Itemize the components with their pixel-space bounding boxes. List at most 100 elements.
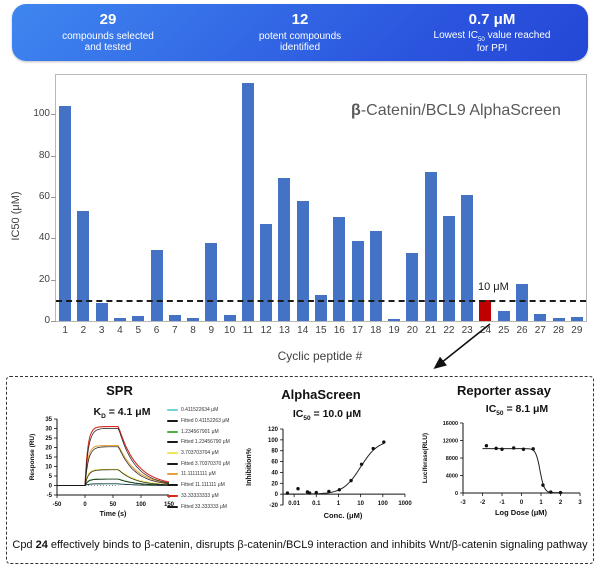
y-axis-label: IC50 (μM) [10, 191, 22, 241]
x-tick-label: 8 [190, 325, 196, 336]
legend-label: Fitted 3.70370370 μM [181, 460, 230, 467]
svg-text:20: 20 [271, 481, 278, 487]
y-tick-mark [51, 114, 56, 116]
legend-entry: 11.11111111 μM [167, 469, 239, 480]
spr-legend: 0.411522634 μM Fitted 0.41152263 μM 1.2345… [167, 405, 239, 512]
bar-10 [223, 314, 236, 321]
stat-compounds-tested: 29 compounds selected and tested [12, 11, 204, 53]
legend-label: 11.11111111 μM [181, 471, 216, 478]
y-tick-mark [51, 155, 56, 157]
svg-text:25: 25 [45, 436, 52, 442]
stats-banner: 29 compounds selected and tested 12 pote… [12, 4, 588, 61]
bar-25 [497, 310, 510, 321]
bar-24 [479, 300, 492, 321]
x-tick-label: 25 [498, 325, 510, 336]
svg-text:-20: -20 [269, 503, 278, 509]
detail-box: SPR KD = 4.1 μM -5 0 5 10 15 20 25 30 35 -50 0 50 10… [6, 376, 594, 564]
x-tick-label: 20 [406, 325, 418, 336]
legend-label: Fitted 11.111111 μM [181, 482, 225, 489]
arrow-down-left-icon [433, 323, 491, 369]
bar-11 [241, 83, 254, 321]
x-tick-label: 18 [370, 325, 382, 336]
x-tick-label: 27 [534, 325, 546, 336]
legend-entry: 3.703703704 μM [167, 448, 239, 459]
bar-9 [205, 243, 218, 321]
y-tick-label: 100 [33, 108, 50, 120]
threshold-line [56, 300, 586, 303]
bar-1 [59, 106, 72, 321]
x-tick-label: 13 [278, 325, 290, 336]
legend-swatch [167, 462, 178, 465]
x-tick-label: 7 [171, 325, 178, 336]
stat-label: Lowest IC50 value reached for PPI [433, 29, 551, 54]
svg-text:-50: -50 [53, 502, 62, 508]
bar-22 [442, 215, 455, 321]
svg-text:4000: 4000 [446, 474, 458, 480]
svg-text:Luciferase(RLU): Luciferase(RLU) [422, 433, 429, 483]
svg-text:20: 20 [45, 446, 52, 452]
bar-13 [278, 178, 291, 321]
bar-26 [516, 283, 529, 321]
bar-16 [333, 216, 346, 321]
x-tick-label: 24 [479, 325, 492, 336]
bar-23 [461, 194, 474, 321]
legend-entry: 33.33333333 μM [167, 491, 239, 502]
x-tick-label: 17 [351, 325, 364, 336]
legend-label: Fitted 33.333333 μM [181, 503, 227, 510]
bar-18 [369, 231, 382, 321]
x-tick-label: 3 [98, 325, 105, 336]
svg-text:50: 50 [110, 502, 117, 508]
svg-text:10: 10 [357, 501, 364, 507]
stat-label: compounds selected and tested [62, 30, 154, 54]
svg-text:30: 30 [45, 427, 52, 433]
svg-text:15: 15 [45, 455, 52, 461]
threshold-label: 10 μM [478, 281, 509, 293]
x-tick-label: 11 [242, 325, 254, 336]
y-tick-mark [51, 279, 56, 281]
bar-7 [168, 314, 181, 321]
x-tick-label: 4 [117, 325, 123, 336]
stat-value: 29 [99, 11, 117, 29]
legend-label: Fitted 1.23456790 μM [181, 439, 230, 446]
x-tick-label: 21 [425, 325, 437, 336]
x-tick-label: 29 [571, 325, 583, 336]
legend-label: Fitted 0.41152263 μM [181, 418, 230, 425]
y-tick-label: 40 [38, 232, 50, 244]
stat-value: 12 [291, 11, 309, 29]
bar-12 [260, 223, 273, 321]
legend-swatch [167, 505, 178, 508]
legend-label: 33.33333333 μM [181, 492, 219, 499]
legend-entry: Fitted 33.333333 μM [167, 501, 239, 512]
y-tick-label: 20 [38, 273, 50, 285]
plot-area: 0 20 40 60 80 100 1 2 3 4 5 6 7 8 9 10 11 12 13 14 15 16 17 18 1… [33, 74, 587, 336]
legend-swatch [167, 441, 178, 444]
svg-text:2: 2 [559, 500, 563, 506]
legend-swatch [167, 494, 178, 497]
alphascreen-title: AlphaScreen [281, 387, 361, 402]
svg-text:1: 1 [337, 501, 341, 507]
bar-14 [296, 201, 309, 321]
svg-text:8000: 8000 [446, 456, 458, 462]
svg-text:0: 0 [83, 502, 87, 508]
legend-swatch [167, 473, 178, 476]
x-tick-label: 2 [80, 325, 87, 336]
svg-text:100: 100 [378, 501, 389, 507]
svg-text:-2: -2 [480, 500, 486, 506]
svg-text:100: 100 [268, 438, 279, 444]
svg-text:10: 10 [45, 465, 52, 471]
x-tick-label: 19 [388, 325, 400, 336]
reporter-title: Reporter assay [457, 383, 551, 398]
ic50-bar-chart: IC50 (μM) 0 20 40 60 80 100 1 2 3 4 5 6 7 8 9 10 11 12 13 1… [0, 62, 600, 374]
stat-lowest-ic50: 0.7 μM Lowest IC50 value reached for PPI [396, 11, 588, 55]
svg-text:Time (s): Time (s) [100, 511, 127, 518]
svg-text:1: 1 [539, 500, 543, 506]
svg-text:0: 0 [275, 492, 279, 498]
bar-20 [406, 252, 419, 321]
bar-2 [77, 211, 90, 321]
x-tick-label: 1 [62, 325, 68, 336]
bar-4 [113, 317, 126, 321]
y-tick-mark [51, 196, 56, 198]
svg-text:5: 5 [49, 474, 53, 480]
bar-5 [132, 315, 145, 321]
